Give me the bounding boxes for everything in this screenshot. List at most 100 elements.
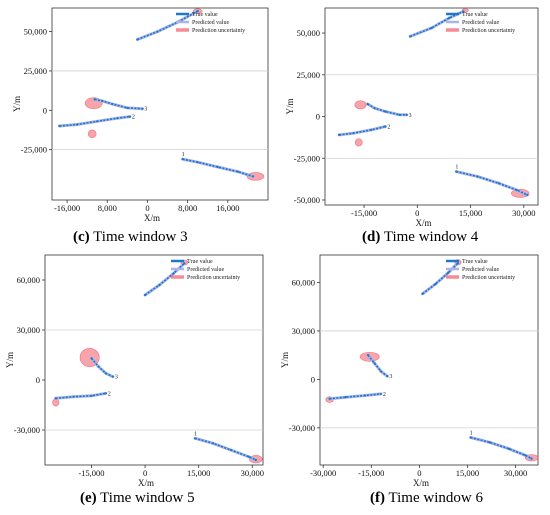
true-point [398,113,401,116]
x-axis-label: X/m [413,478,429,488]
true-point [128,115,131,118]
y-axis-label: Y/m [5,352,15,368]
y-tick-label: 30,000 [17,325,40,335]
plot-frame [44,254,264,466]
caption-f-letter: (f) [370,490,385,506]
caption-c-letter: (c) [73,229,90,245]
true-point [143,293,147,297]
y-tick-label: 25,000 [24,66,47,76]
track-label: 1 [182,152,185,158]
legend-label: True value [462,259,488,265]
true-track [144,262,185,296]
true-point [530,457,533,460]
true-point [141,107,144,110]
chart-f: -30,000 0 30,000 60,000 -30,000 -15,000 0 15,00… [280,254,539,488]
panel-f: -30,000 0 30,000 60,000 -30,000 -15,000 0 15,00… [275,250,550,490]
y-tick-label: 0 [43,105,47,115]
true-point [90,357,93,360]
true-point [104,392,107,395]
true-point [211,442,215,445]
y-tick-label: 25,000 [297,70,320,80]
true-point [183,262,186,265]
true-point [455,170,458,173]
true-point [476,175,479,178]
caption-e-text: Time window 5 [100,490,195,506]
track-label: 1 [455,165,458,171]
predicted-track [454,170,529,197]
panel-d: -50,000 -25,000 0 25,000 50,000 -15,000 0 15,00… [275,0,550,230]
legend-label: Predicted value [187,267,224,273]
chart-e: -30,000 0 30,000 60,000 -15,000 0 15,000 30,000… [5,254,264,488]
true-point [111,102,114,106]
true-point [96,120,99,123]
predicted-track [135,9,200,41]
x-tick-label: -15,000 [78,468,104,478]
caption-e-letter: (e) [80,490,97,506]
legend-label: Prediction uncertainty [192,28,245,34]
true-point [508,447,511,450]
true-point [366,102,369,106]
uncertainty-region [87,129,97,139]
true-point [421,292,424,295]
true-track [182,158,254,178]
track-label: 2 [383,392,386,398]
true-point [363,394,366,397]
true-point [328,397,331,400]
x-tick-label: 30,000 [241,468,264,478]
y-tick-label: 60,000 [292,277,315,287]
caption-e: (e) Time window 5 [80,490,195,507]
true-point [447,271,450,274]
true-point [384,110,387,113]
true-point [526,193,529,197]
legend-label: True value [462,12,488,18]
caption-f: (f) Time window 6 [370,490,483,507]
true-point [448,16,451,20]
true-point [409,35,412,38]
uncertainty-region [52,398,60,407]
legend-label: Predicted value [462,20,499,26]
true-point [430,26,433,30]
y-tick-label: -25,000 [21,145,47,155]
true-point [379,392,383,396]
true-point [90,394,93,397]
true-point [229,448,232,452]
true-point [405,113,408,116]
legend-label: Prediction uncertainty [462,28,515,34]
legend-label: True value [187,259,213,265]
true-point [386,375,389,378]
panel-e: -30,000 0 30,000 60,000 -15,000 0 15,000 30,000… [0,250,275,490]
y-tick-label: -50,000 [294,195,320,205]
x-tick-label: 8,000 [98,203,117,213]
x-tick-label: 16,000 [216,203,239,213]
true-point [373,107,376,110]
chart-c: -25,000 0 25,000 50,000 -16,000 8,000 0 8,000 16… [12,7,269,223]
y-tick-label: 0 [311,374,315,384]
y-tick-label: 50,000 [24,27,47,37]
true-point [116,117,119,120]
legend-label: Predicted value [462,267,499,273]
true-point [172,272,175,275]
panel-c: -25,000 0 25,000 50,000 -16,000 8,000 0 8,000 16… [0,0,275,230]
true-point [196,10,199,13]
true-point [497,182,501,185]
y-axis-label: Y/m [12,96,22,112]
y-tick-label: 50,000 [297,28,320,38]
true-point [156,30,159,33]
track-label: 3 [144,107,147,113]
true-point [251,175,255,178]
caption-c: (c) Time window 3 [73,229,188,246]
x-tick-label: 8,000 [178,203,197,213]
true-point [366,354,370,357]
true-point [384,125,387,128]
x-tick-label: 0 [415,208,419,218]
x-tick-label: 0 [417,468,421,478]
true-point [193,437,197,440]
x-tick-label: 0 [143,468,147,478]
x-axis-label: X/m [415,218,431,228]
track-label: 3 [115,375,118,381]
predicted-track [54,391,108,400]
caption-d-letter: (d) [362,229,381,245]
plot-frame [319,254,539,466]
plot-frame [324,7,539,206]
x-tick-label: 30,000 [512,208,535,218]
